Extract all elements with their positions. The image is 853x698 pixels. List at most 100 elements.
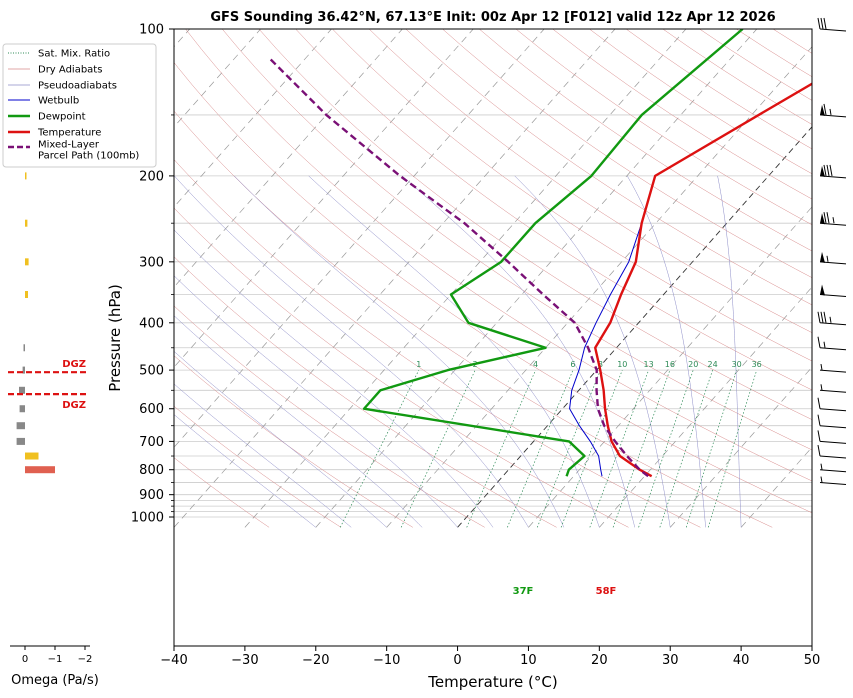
y-tick-label: 1000 bbox=[131, 511, 164, 526]
moist-adiabat bbox=[174, 383, 352, 528]
moist-adiabat bbox=[627, 175, 706, 528]
wind-barb-flag bbox=[820, 165, 825, 177]
dry-adiabat bbox=[174, 305, 485, 528]
omega-bar bbox=[25, 466, 55, 474]
wind-barb bbox=[819, 212, 847, 226]
isotherm bbox=[174, 29, 403, 288]
wind-barb bbox=[817, 17, 847, 32]
isotherm bbox=[386, 46, 812, 528]
profiles bbox=[268, 29, 812, 478]
wind-barb-half-feather bbox=[823, 341, 826, 348]
mixing-ratio-line bbox=[507, 369, 574, 528]
omega-bar bbox=[25, 291, 28, 299]
dewpoint-line bbox=[362, 29, 744, 477]
dry-adiabat bbox=[295, 29, 812, 391]
legend-label: Temperature bbox=[37, 128, 101, 139]
x-tick-label: −30 bbox=[231, 653, 258, 668]
mixing-ratio-label: 10 bbox=[617, 360, 627, 369]
omega-bar bbox=[25, 172, 27, 180]
wind-barb bbox=[819, 164, 847, 179]
wind-barb-staff bbox=[819, 389, 847, 393]
dry-adiabat bbox=[174, 110, 773, 528]
wind-barb-feather bbox=[823, 311, 827, 323]
wind-barb-half-feather bbox=[832, 217, 835, 224]
moist-adiabat bbox=[717, 175, 742, 528]
dry-adiabat bbox=[174, 159, 701, 528]
wind-barb-staff bbox=[819, 469, 847, 473]
x-tick-label: 30 bbox=[662, 653, 679, 668]
isotherm bbox=[315, 29, 758, 528]
legend-label: Sat. Mix. Ratio bbox=[38, 49, 110, 60]
mixing-ratio-line bbox=[638, 369, 694, 528]
legend-label: Dry Adiabats bbox=[38, 65, 102, 76]
dry-adiabat bbox=[174, 405, 342, 528]
legend: Sat. Mix. Ratio Dry Adiabats Pseudoadiabat… bbox=[2, 43, 157, 168]
wind-barb bbox=[817, 397, 847, 412]
moist-adiabat bbox=[174, 315, 423, 528]
omega-tick-label: −1 bbox=[48, 654, 63, 665]
wind-barb-feather bbox=[823, 212, 827, 224]
wind-barb bbox=[819, 476, 847, 486]
wind-barb bbox=[819, 364, 847, 373]
wind-barb bbox=[817, 414, 847, 429]
isotherm bbox=[174, 29, 474, 368]
isotherm bbox=[599, 286, 812, 528]
dry-adiabat bbox=[552, 29, 812, 200]
moist-adiabat bbox=[174, 414, 316, 528]
wind-barb-flag bbox=[820, 213, 825, 225]
plot-frame bbox=[173, 28, 813, 647]
y-tick-label: 600 bbox=[139, 402, 164, 417]
omega-axis-label: Omega (Pa/s) bbox=[11, 673, 99, 688]
dry-adiabat bbox=[479, 29, 812, 252]
wind-barb-feather bbox=[823, 164, 827, 176]
x-tick-label: 0 bbox=[453, 653, 461, 668]
legend-label: Mixed-Layer bbox=[38, 140, 100, 151]
wind-barb-staff bbox=[819, 408, 847, 412]
wind-barb-feather bbox=[817, 414, 821, 426]
y-tick-label: 800 bbox=[139, 463, 164, 478]
moist-adiabat bbox=[174, 229, 494, 528]
wind-barb-half-feather bbox=[829, 316, 832, 323]
mixing-ratio-line bbox=[659, 369, 713, 528]
wind-barb-feather bbox=[817, 444, 821, 457]
isotherm bbox=[740, 446, 812, 528]
y-tick-label: 100 bbox=[139, 23, 164, 38]
x-tick-label: −10 bbox=[373, 653, 400, 668]
moist-adiabat bbox=[174, 275, 458, 528]
wind-barb-feather bbox=[826, 164, 830, 176]
wind-barb-staff bbox=[819, 440, 847, 444]
dry-adiabat bbox=[662, 29, 812, 125]
y-axis-label: Pressure (hPa) bbox=[106, 284, 124, 392]
dry-adiabat bbox=[332, 29, 812, 362]
wind-barb-half-feather bbox=[820, 384, 823, 391]
wind-barb-flag bbox=[820, 251, 825, 263]
dry-adiabat bbox=[174, 207, 629, 528]
wind-barb-feather bbox=[829, 164, 833, 176]
isotherm bbox=[174, 29, 545, 448]
mixing-ratio-line bbox=[400, 369, 476, 528]
moist-adiabat bbox=[174, 175, 529, 528]
x-tick-label: 20 bbox=[591, 653, 608, 668]
legend-label: Dewpoint bbox=[38, 112, 86, 123]
wind-barb bbox=[817, 430, 847, 444]
dgz-label-bottom: DGZ bbox=[62, 400, 86, 411]
wind-barb bbox=[819, 384, 847, 393]
x-tick-label: −20 bbox=[302, 653, 329, 668]
moist-adiabat bbox=[234, 175, 565, 528]
wind-barb-feather bbox=[823, 103, 827, 116]
surface-temperature-label: 58F bbox=[596, 586, 617, 597]
wind-barb-feather bbox=[817, 336, 821, 348]
mixing-ratio-line bbox=[466, 369, 536, 528]
dry-adiabat bbox=[772, 29, 812, 54]
mixing-ratio-label: 24 bbox=[708, 360, 718, 369]
dry-adiabat bbox=[174, 256, 557, 528]
wind-barb-staff bbox=[819, 455, 847, 459]
y-tick-label: 400 bbox=[139, 316, 164, 331]
isotherm bbox=[174, 29, 332, 208]
wind-barb-staff bbox=[819, 322, 847, 326]
temperature-line bbox=[594, 82, 812, 478]
wind-barb-feather bbox=[826, 212, 830, 224]
moist-adiabat bbox=[308, 175, 600, 528]
surface-dewpoint-label: 37F bbox=[513, 586, 534, 597]
x-axis-label: Temperature (°C) bbox=[427, 673, 557, 691]
